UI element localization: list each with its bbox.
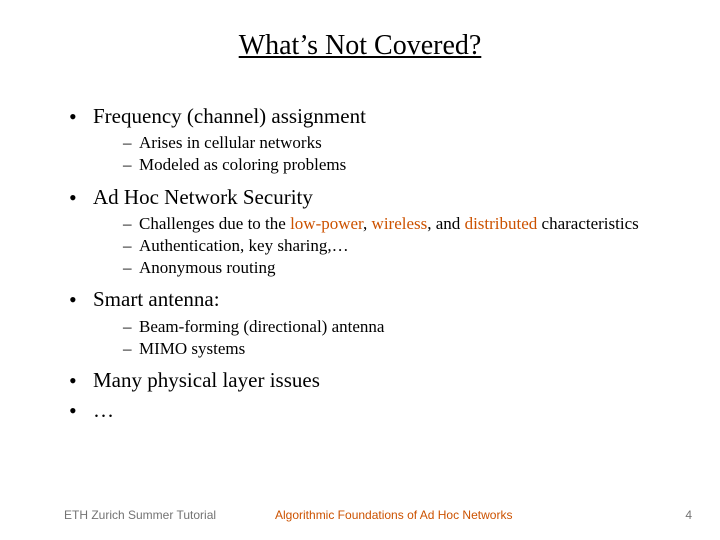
sublist: Challenges due to the low-power, wireles… bbox=[93, 213, 680, 279]
sub-bullet: Arises in cellular networks bbox=[123, 132, 680, 154]
sublist: Beam-forming (directional) antenna MIMO … bbox=[93, 316, 680, 360]
sublist: Arises in cellular networks Modeled as c… bbox=[93, 132, 680, 176]
sub-bullet: Authentication, key sharing,… bbox=[123, 235, 680, 257]
footer-page-number: 4 bbox=[685, 508, 692, 522]
slide-body: Frequency (channel) assignment Arises in… bbox=[65, 102, 680, 426]
bullet-text: Many physical layer issues bbox=[93, 368, 320, 392]
sub-bullet-challenges: Challenges due to the low-power, wireles… bbox=[123, 213, 680, 235]
bullet-smart-antenna: Smart antenna: Beam-forming (directional… bbox=[65, 285, 680, 360]
bullet-frequency: Frequency (channel) assignment Arises in… bbox=[65, 102, 680, 177]
bullet-security: Ad Hoc Network Security Challenges due t… bbox=[65, 183, 680, 280]
sub-bullet: Modeled as coloring problems bbox=[123, 154, 680, 176]
bullet-list-level1: Frequency (channel) assignment Arises in… bbox=[65, 102, 680, 424]
bullet-ellipsis: … bbox=[65, 396, 680, 424]
text-fragment: , bbox=[363, 214, 372, 233]
bullet-text: Frequency (channel) assignment bbox=[93, 104, 366, 128]
bullet-physical-layer: Many physical layer issues bbox=[65, 366, 680, 394]
bullet-text: Ad Hoc Network Security bbox=[93, 185, 313, 209]
text-fragment: characteristics bbox=[537, 214, 638, 233]
bullet-text: … bbox=[93, 398, 114, 422]
highlight-wireless: wireless bbox=[372, 214, 428, 233]
sub-bullet: Beam-forming (directional) antenna bbox=[123, 316, 680, 338]
highlight-distributed: distributed bbox=[465, 214, 538, 233]
text-fragment: , and bbox=[427, 214, 464, 233]
text-fragment: Challenges due to the bbox=[139, 214, 290, 233]
sub-bullet: MIMO systems bbox=[123, 338, 680, 360]
sub-bullet: Anonymous routing bbox=[123, 257, 680, 279]
slide: What’s Not Covered? Frequency (channel) … bbox=[0, 0, 720, 540]
highlight-low-power: low-power bbox=[290, 214, 363, 233]
footer-center: Algorithmic Foundations of Ad Hoc Networ… bbox=[275, 508, 512, 522]
bullet-text: Smart antenna: bbox=[93, 287, 220, 311]
slide-title: What’s Not Covered? bbox=[0, 30, 720, 62]
footer-left: ETH Zurich Summer Tutorial bbox=[64, 508, 216, 522]
